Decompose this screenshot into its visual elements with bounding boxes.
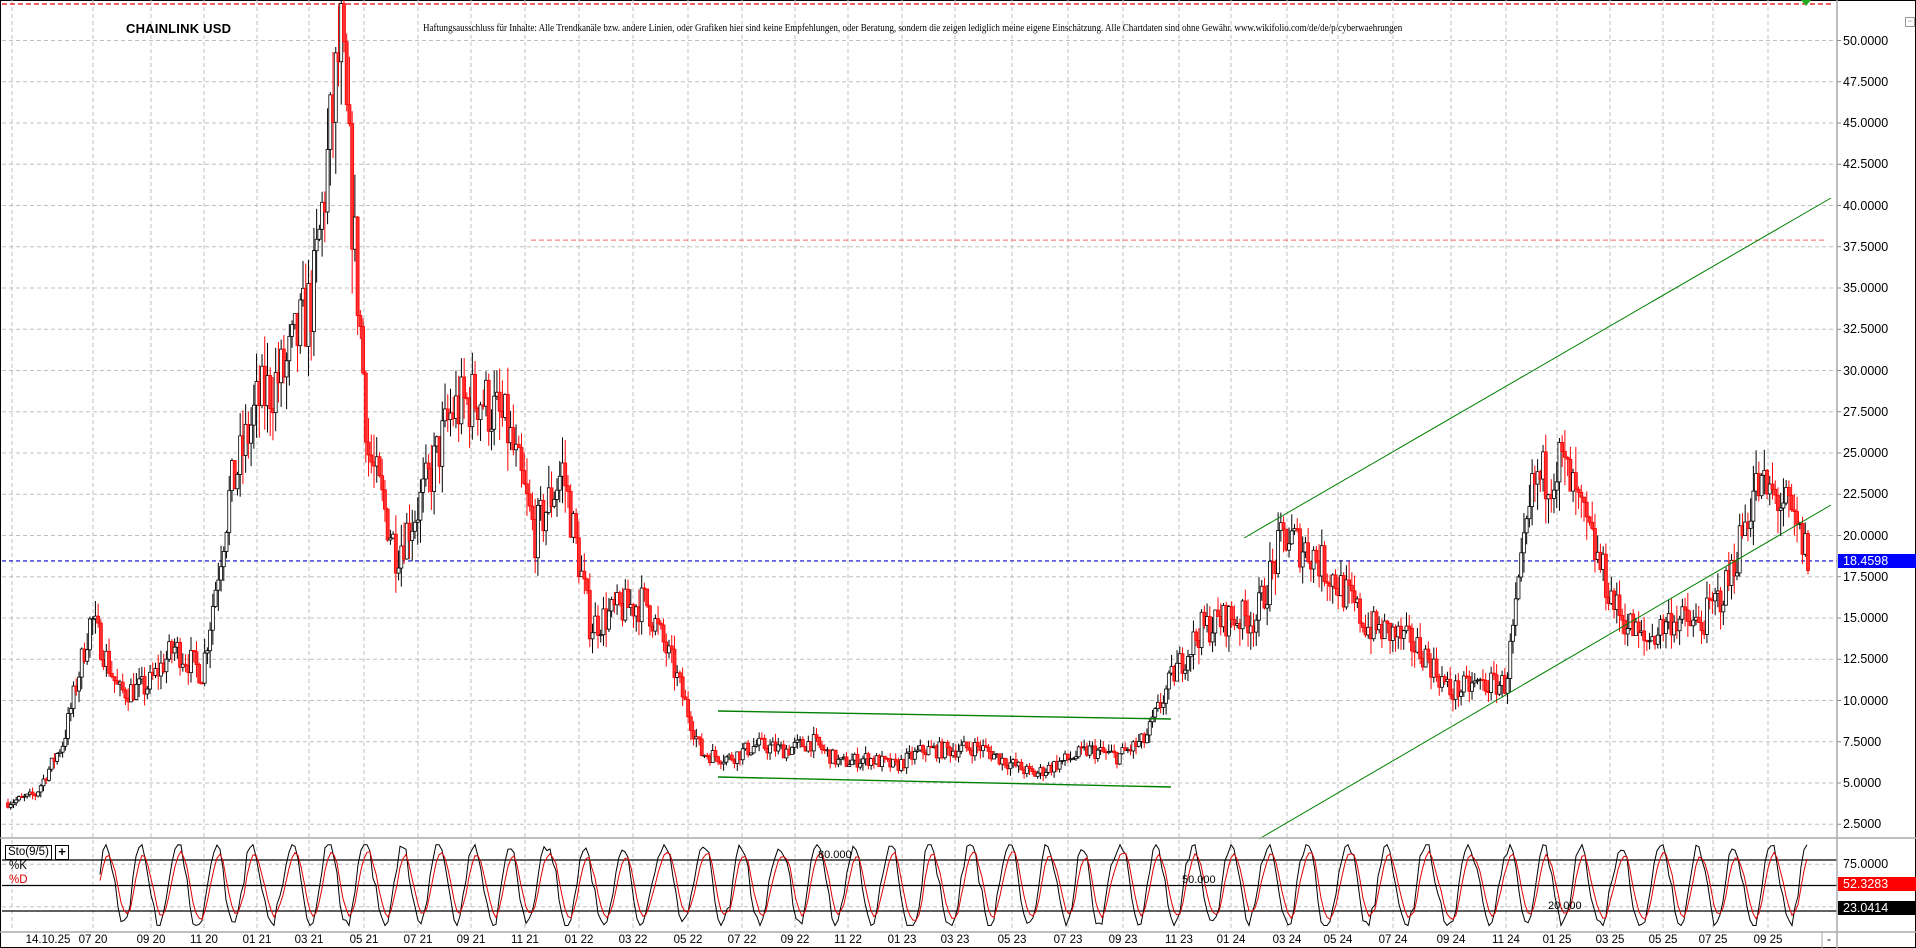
price-axis-label: 40.0000 xyxy=(1843,198,1889,213)
date-axis-label: 11 20 xyxy=(190,934,218,946)
date-axis-label: 07 24 xyxy=(1378,934,1408,946)
date-axis-label: 03 24 xyxy=(1272,934,1302,946)
candlesticks xyxy=(6,0,1810,810)
stoch-k-value-badge: 23.0414 xyxy=(1838,901,1916,915)
date-axis-label: 01 24 xyxy=(1216,934,1246,946)
date-axis-label: 01 21 xyxy=(242,934,272,946)
price-axis-label: 35.0000 xyxy=(1843,281,1889,295)
add-indicator-plus-icon[interactable]: + xyxy=(55,845,69,860)
price-axis-label: 20.0000 xyxy=(1843,528,1889,543)
stochastic-panel xyxy=(2,843,1837,928)
date-axis-label: 05 25 xyxy=(1648,934,1678,946)
date-axis-label: 07 23 xyxy=(1053,934,1083,946)
price-axis-label: 25.0000 xyxy=(1843,446,1889,460)
date-axis-label: 05 23 xyxy=(997,934,1027,946)
date-start-label: 14.10.25 xyxy=(25,934,71,946)
price-axis-label: 47.5000 xyxy=(1843,74,1889,89)
chart-overlays xyxy=(2,0,1837,562)
stoch-d-value-badge: 52.3283 xyxy=(1838,877,1916,891)
stoch-axis-label: 75.0000 xyxy=(1843,857,1889,871)
date-axis-label: 09 23 xyxy=(1108,934,1138,946)
price-axis-label: 30.0000 xyxy=(1843,363,1889,378)
date-axis-label: 07 25 xyxy=(1698,934,1728,946)
price-axis-label: 7.5000 xyxy=(1843,734,1882,749)
price-axis-label: 12.5000 xyxy=(1843,652,1889,667)
price-axis-label: 32.5000 xyxy=(1843,322,1889,337)
date-axis-label: 09 21 xyxy=(456,934,486,946)
price-axis-label: 5.0000 xyxy=(1843,776,1882,790)
date-axis-label: 03 22 xyxy=(618,934,648,946)
date-axis-label: 05 22 xyxy=(673,934,703,946)
price-axis-label: 37.5000 xyxy=(1843,239,1889,254)
date-axis-label: 01 23 xyxy=(887,934,917,946)
sideways-channel-lower xyxy=(717,776,1172,788)
date-axis-label: 05 24 xyxy=(1323,934,1353,946)
date-axis-label: 01 22 xyxy=(564,934,594,946)
trendlines[interactable] xyxy=(717,197,1832,840)
stoch-level-20: 20.000 xyxy=(1548,900,1582,912)
date-axis-label: 03 23 xyxy=(940,934,970,946)
price-axis-label: 15.0000 xyxy=(1843,611,1889,625)
date-axis-label: 05 21 xyxy=(349,934,379,946)
rising-channel-upper xyxy=(1243,197,1832,539)
indicator-name-box[interactable]: Sto(9/5) xyxy=(5,845,52,860)
disclaimer-text: Haftungsausschluss für Inhalte: Alle Tre… xyxy=(423,23,1403,34)
date-axis-label: 11 23 xyxy=(1165,934,1193,946)
price-axis-label: 10.0000 xyxy=(1843,693,1889,708)
date-axis-label: 09 24 xyxy=(1436,934,1466,946)
price-axis-label: 42.5000 xyxy=(1843,157,1889,172)
date-axis-label: 09 22 xyxy=(780,934,810,946)
sideways-channel-upper xyxy=(717,710,1172,720)
date-axis-label: 11 24 xyxy=(1492,934,1520,946)
date-axis-label: 01 25 xyxy=(1542,934,1572,946)
stoch-level-80: 80.000 xyxy=(818,849,852,861)
date-axis-label: 07 20 xyxy=(78,934,108,946)
zoom-out-button[interactable]: - xyxy=(1827,932,1831,946)
current-price-badge: 18.4598 xyxy=(1838,553,1916,568)
stoch-k-legend: %K xyxy=(9,860,27,872)
rising-channel-lower xyxy=(1258,504,1832,840)
date-axis-label: 03 21 xyxy=(294,934,324,946)
date-axis-label: 09 25 xyxy=(1753,934,1783,946)
date-axis-label: 07 22 xyxy=(727,934,757,946)
date-axis-label: 03 25 xyxy=(1595,934,1625,946)
date-axis-label: 11 21 xyxy=(511,934,539,946)
price-axis-label: 2.5000 xyxy=(1843,817,1882,832)
date-axis-label: 07 21 xyxy=(403,934,433,946)
date-axis-label: 11 22 xyxy=(834,934,862,946)
collapse-icon[interactable]: − xyxy=(1905,17,1915,27)
price-axis-label: 27.5000 xyxy=(1843,404,1889,419)
price-axis-label: 50.0000 xyxy=(1843,33,1889,48)
stoch-level-50: 50.000 xyxy=(1182,874,1216,886)
price-axis-label: 22.5000 xyxy=(1843,487,1889,502)
price-axis-label: 17.5000 xyxy=(1843,569,1889,584)
grid-lines xyxy=(2,0,1841,932)
chart-title: CHAINLINK USD xyxy=(126,21,232,36)
date-axis-label: 09 20 xyxy=(136,934,166,946)
price-axis-label: 45.0000 xyxy=(1843,116,1889,130)
stoch-d-legend: %D xyxy=(9,874,28,886)
